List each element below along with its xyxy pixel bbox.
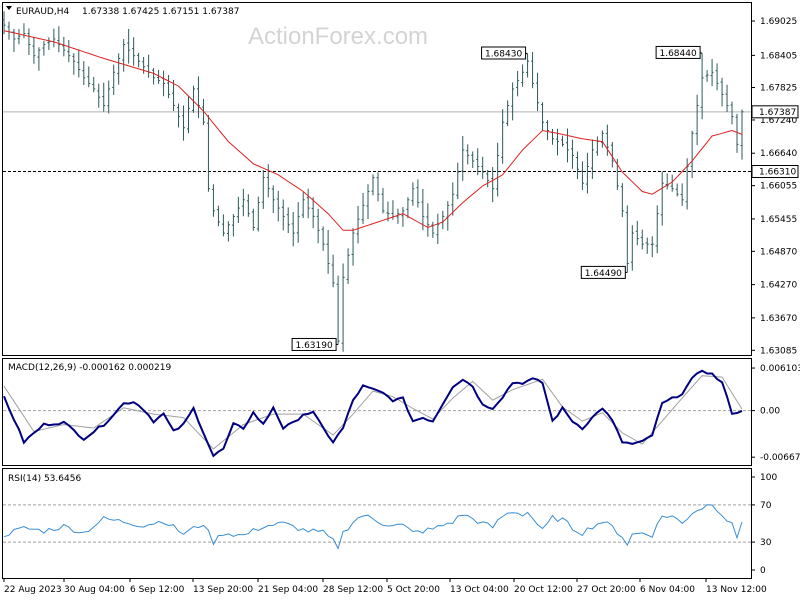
- rsi-tick-label: 0: [760, 566, 766, 576]
- annotation-box: [481, 46, 527, 60]
- price-tick-label: 1.64270: [760, 281, 797, 291]
- macd-y-axis: 0.006103 0.00 -0.006679: [751, 364, 800, 463]
- price-bars: [2, 11, 744, 352]
- price-tick-label: 1.69025: [760, 17, 797, 27]
- rsi-tick-label: 100: [760, 473, 777, 483]
- macd-signal-line: [3, 375, 743, 450]
- last-price-box: [751, 105, 799, 119]
- macd-title: MACD(12,26,9) -0.000162 0.000219: [8, 363, 171, 373]
- price-tick-label: 1.68405: [760, 51, 797, 61]
- macd-line: [3, 369, 743, 458]
- x-tick-label: 21 Sep 04:00: [258, 585, 318, 595]
- price-y-axis: 1.69025 1.68405 1.67825 1.67240 1.66640 1.660…: [751, 17, 799, 356]
- price-tick-label: 1.64870: [760, 247, 797, 257]
- time-x-axis: 22 Aug 2023 30 Aug 04:00 6 Sep 12:00 13 Sep…: [3, 578, 767, 595]
- x-tick-label: 13 Oct 04:00: [450, 585, 509, 595]
- x-tick-label: 28 Sep 12:00: [323, 585, 383, 595]
- annotation-box: [291, 337, 337, 351]
- rsi-line: [3, 504, 743, 550]
- macd-tick-label: 0.00: [760, 407, 780, 417]
- x-tick-label: 13 Nov 12:00: [706, 585, 767, 595]
- rsi-y-axis: 100 70 30 0: [751, 473, 777, 576]
- symbol-label: EURAUD,H4: [16, 7, 69, 17]
- annotation-label: 1.68430: [485, 49, 522, 59]
- level-line-box: [751, 165, 799, 179]
- rsi-tick-label: 70: [760, 501, 772, 511]
- x-tick-label: 27 Oct 20:00: [577, 585, 636, 595]
- price-level-lines: [3, 111, 751, 173]
- annotation-box: [580, 265, 626, 279]
- price-tick-label: 1.65455: [760, 215, 797, 225]
- annotation-label: 1.64490: [585, 269, 622, 279]
- last-price-label: 1.67387: [759, 108, 796, 118]
- dropdown-triangle-icon[interactable]: [6, 6, 12, 10]
- rsi-level-lines: [3, 504, 751, 543]
- price-tick-label: 1.63670: [760, 314, 797, 324]
- x-tick-label: 6 Sep 12:00: [130, 585, 185, 595]
- x-tick-label: 13 Sep 20:00: [193, 585, 253, 595]
- level-line-label: 1.66310: [759, 168, 796, 178]
- annotation-label: 1.63190: [295, 341, 332, 351]
- x-tick-label: 6 Nov 04:00: [640, 585, 695, 595]
- macd-tick-label: 0.006103: [760, 364, 800, 374]
- watermark-text: ActionForex.com: [248, 23, 428, 50]
- x-tick-label: 20 Oct 12:00: [514, 585, 573, 595]
- annotation-box: [655, 45, 701, 59]
- x-tick-label: 30 Aug 04:00: [64, 585, 125, 595]
- price-tick-label: 1.67240: [760, 116, 797, 126]
- rsi-panel-frame: [2, 468, 752, 579]
- price-tick-label: 1.66640: [760, 149, 797, 159]
- rsi-tick-label: 30: [760, 538, 772, 548]
- price-tick-label: 1.67825: [760, 84, 797, 94]
- macd-tick-label: -0.006679: [760, 453, 800, 463]
- price-tick-label: 1.66055: [760, 182, 797, 192]
- price-annotations: 1.63190 1.68430 1.64490 1.68440: [291, 45, 703, 351]
- annotation-label: 1.68440: [659, 49, 696, 59]
- moving-average-line: [3, 30, 743, 231]
- price-tick-label: 1.63085: [760, 346, 797, 356]
- price-panel-frame: [2, 2, 752, 356]
- rsi-title: RSI(14) 53.6456: [8, 474, 81, 484]
- ohlc-label: 1.67338 1.67425 1.67151 1.67387: [82, 7, 239, 17]
- x-tick-label: 22 Aug 2023: [4, 585, 62, 595]
- macd-panel-frame: [2, 358, 752, 466]
- x-tick-label: 5 Oct 20:00: [387, 585, 440, 595]
